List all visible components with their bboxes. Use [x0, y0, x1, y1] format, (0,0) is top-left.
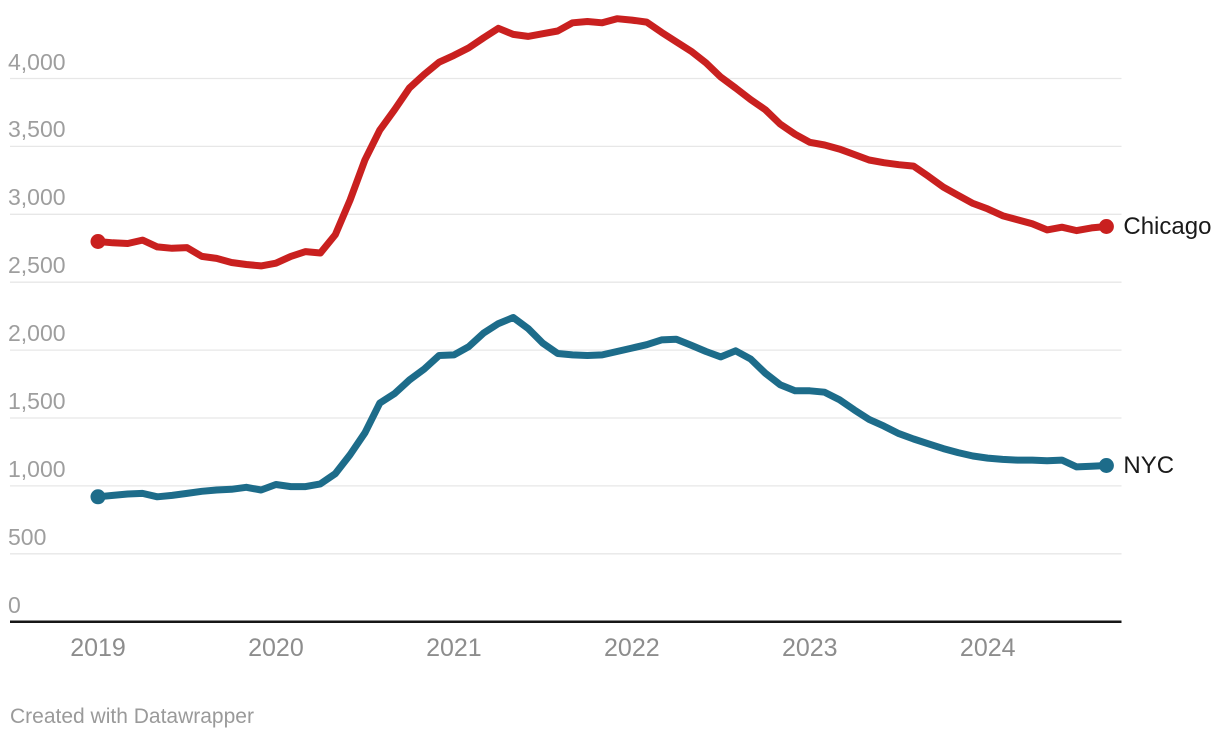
- x-tick-label-2020: 2020: [248, 634, 304, 662]
- x-tick-label-2023: 2023: [781, 634, 838, 662]
- series-end-dot-chicago: [1098, 219, 1114, 234]
- series-label-nyc: NYC: [1123, 451, 1175, 479]
- y-tick-label-1500: 1,500: [8, 388, 66, 414]
- y-tick-label-2500: 2,500: [8, 252, 66, 279]
- y-tick-label-4000: 4,000: [8, 48, 66, 75]
- x-tick-label-2024: 2024: [959, 634, 1016, 662]
- series-end-dot-nyc: [1098, 458, 1114, 473]
- y-tick-label-2000: 2,000: [8, 320, 66, 347]
- series-line-chicago: [94, 15, 1110, 270]
- series-start-dot-chicago: [90, 234, 106, 249]
- series-line-nyc: [94, 314, 1110, 501]
- y-tick-label-500: 500: [8, 523, 47, 550]
- x-tick-label-2021: 2021: [426, 634, 482, 662]
- x-tick-label-2022: 2022: [604, 634, 660, 662]
- y-tick-label-0: 0: [8, 591, 21, 618]
- series-label-chicago: Chicago: [1123, 212, 1212, 240]
- datawrapper-credit: Created with Datawrapper: [10, 705, 254, 728]
- y-tick-label-3500: 3,500: [8, 116, 66, 143]
- x-tick-label-2019: 2019: [70, 634, 126, 662]
- y-tick-label-1000: 1,000: [8, 455, 66, 482]
- y-tick-label-3000: 3,000: [8, 184, 66, 211]
- series-start-dot-nyc: [90, 489, 106, 505]
